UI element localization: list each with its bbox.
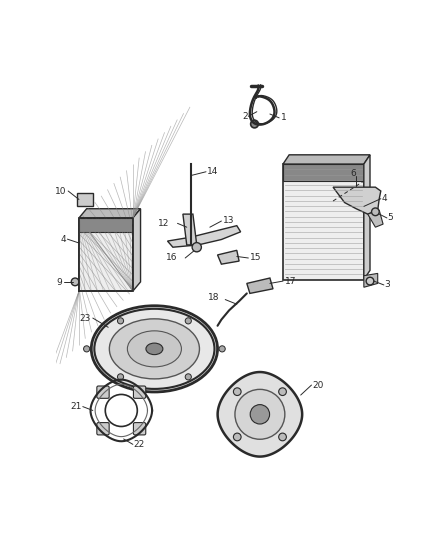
Circle shape [71, 278, 79, 286]
Circle shape [279, 433, 286, 441]
Polygon shape [247, 278, 273, 294]
FancyBboxPatch shape [134, 423, 146, 435]
Ellipse shape [110, 319, 199, 379]
FancyBboxPatch shape [97, 423, 109, 435]
FancyBboxPatch shape [134, 386, 146, 398]
Polygon shape [78, 192, 93, 206]
Text: 20: 20 [312, 381, 324, 390]
Circle shape [192, 243, 201, 252]
Circle shape [84, 346, 90, 352]
Text: 5: 5 [388, 213, 393, 222]
Text: 3: 3 [385, 280, 390, 289]
Text: 23: 23 [79, 313, 91, 322]
Ellipse shape [146, 343, 163, 354]
Text: 17: 17 [285, 277, 296, 286]
Circle shape [219, 346, 225, 352]
Polygon shape [133, 209, 141, 291]
Text: 22: 22 [134, 440, 145, 449]
Ellipse shape [94, 309, 215, 389]
Text: 9: 9 [56, 278, 62, 287]
Circle shape [233, 433, 241, 441]
Circle shape [371, 208, 379, 216]
Text: 1: 1 [281, 114, 286, 123]
Polygon shape [79, 218, 133, 232]
Circle shape [185, 318, 191, 324]
Circle shape [251, 120, 258, 128]
Text: 6: 6 [350, 169, 356, 178]
Circle shape [250, 405, 270, 424]
Text: 16: 16 [166, 254, 177, 262]
Text: 13: 13 [223, 216, 234, 225]
Circle shape [366, 277, 374, 285]
Circle shape [117, 374, 124, 380]
Polygon shape [364, 155, 370, 280]
Text: 4: 4 [381, 194, 387, 203]
Polygon shape [283, 164, 364, 280]
Ellipse shape [127, 331, 181, 367]
Circle shape [235, 390, 285, 439]
FancyBboxPatch shape [97, 386, 109, 398]
Polygon shape [218, 251, 239, 264]
Polygon shape [367, 210, 383, 227]
Text: 18: 18 [208, 293, 219, 302]
Polygon shape [333, 187, 381, 214]
Polygon shape [364, 273, 378, 287]
Polygon shape [167, 225, 240, 247]
Polygon shape [79, 209, 141, 218]
Text: 10: 10 [55, 187, 67, 196]
Text: 21: 21 [70, 402, 81, 411]
Ellipse shape [91, 306, 218, 392]
Polygon shape [218, 372, 302, 457]
Text: 15: 15 [250, 254, 261, 262]
Polygon shape [283, 164, 364, 181]
Circle shape [233, 388, 241, 395]
Polygon shape [79, 218, 133, 291]
Circle shape [279, 388, 286, 395]
Polygon shape [183, 214, 197, 245]
Text: 12: 12 [158, 219, 169, 228]
Text: 14: 14 [207, 167, 218, 176]
Circle shape [105, 394, 137, 426]
Text: 2: 2 [242, 112, 248, 121]
Circle shape [117, 318, 124, 324]
Circle shape [185, 374, 191, 380]
Text: 4: 4 [60, 235, 66, 244]
Polygon shape [283, 155, 370, 164]
